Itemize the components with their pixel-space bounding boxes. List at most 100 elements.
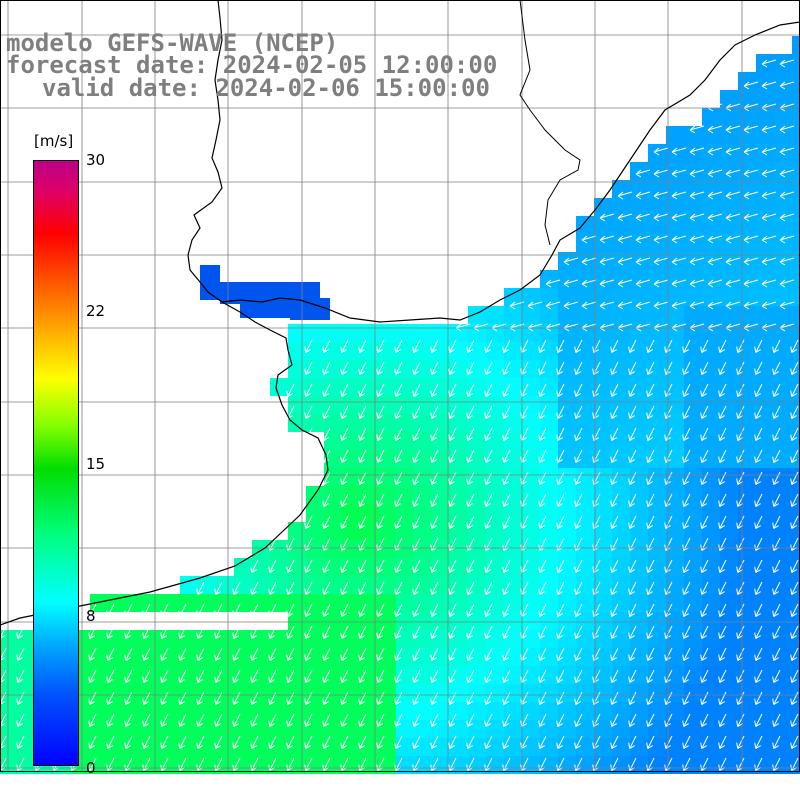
wind-cell bbox=[396, 414, 414, 432]
wind-arrow bbox=[412, 735, 421, 750]
wind-cell bbox=[684, 540, 702, 558]
wind-cell bbox=[342, 324, 360, 342]
wind-cell bbox=[720, 216, 738, 234]
wind-arrow bbox=[779, 213, 795, 222]
wind-cell bbox=[180, 576, 198, 594]
wind-cell bbox=[738, 630, 756, 648]
wind-cell bbox=[720, 198, 738, 216]
wind-cell bbox=[162, 738, 180, 756]
wind-cell bbox=[234, 576, 252, 594]
wind-arrow bbox=[142, 669, 151, 684]
wind-arrow bbox=[412, 383, 421, 398]
wind-cell bbox=[774, 126, 792, 144]
wind-cell bbox=[630, 396, 648, 414]
wind-cell bbox=[414, 414, 432, 432]
wind-cell bbox=[378, 576, 396, 594]
wind-arrow bbox=[430, 449, 439, 464]
wind-arrow bbox=[574, 625, 583, 640]
wind-arrow bbox=[646, 603, 655, 618]
wind-cell bbox=[522, 450, 540, 468]
wind-cell bbox=[576, 684, 594, 702]
wind-arrow bbox=[520, 713, 529, 728]
wind-cell bbox=[756, 72, 774, 90]
wind-cell bbox=[90, 738, 108, 756]
wind-arrow bbox=[682, 405, 691, 420]
wind-arrow bbox=[322, 515, 331, 530]
wind-arrow bbox=[394, 581, 403, 596]
wind-arrow bbox=[790, 669, 799, 684]
wind-cell bbox=[702, 702, 720, 720]
wind-cell bbox=[378, 396, 396, 414]
wind-cell bbox=[342, 522, 360, 540]
wind-arrow bbox=[538, 471, 547, 486]
wind-cell bbox=[774, 432, 792, 450]
wind-arrow bbox=[340, 603, 349, 618]
wind-cell bbox=[630, 270, 648, 288]
wind-cell bbox=[504, 324, 522, 342]
wind-arrow bbox=[743, 169, 759, 178]
wind-cell bbox=[108, 720, 126, 738]
wind-cell bbox=[378, 720, 396, 738]
wind-arrow bbox=[466, 405, 475, 420]
wind-cell bbox=[468, 648, 486, 666]
wind-arrow bbox=[761, 191, 777, 200]
wind-cell bbox=[180, 702, 198, 720]
wind-arrow bbox=[646, 383, 655, 398]
wind-cell bbox=[702, 396, 720, 414]
wind-arrow bbox=[250, 735, 259, 750]
wind-arrow bbox=[646, 691, 655, 706]
wind-cell bbox=[216, 630, 234, 648]
wind-arrow bbox=[394, 449, 403, 464]
wind-arrow bbox=[412, 405, 421, 420]
wind-arrow bbox=[376, 361, 385, 376]
wind-arrow bbox=[754, 735, 763, 750]
wind-cell bbox=[774, 684, 792, 702]
wind-cell bbox=[126, 702, 144, 720]
wind-arrow bbox=[682, 691, 691, 706]
wind-arrow bbox=[520, 405, 529, 420]
wind-arrow bbox=[448, 647, 457, 662]
wind-cell bbox=[198, 684, 216, 702]
wind-arrow bbox=[412, 427, 421, 442]
wind-arrow bbox=[340, 361, 349, 376]
wind-cell bbox=[324, 630, 342, 648]
coastline-path bbox=[0, 0, 329, 626]
wind-cell bbox=[396, 522, 414, 540]
wind-cell bbox=[558, 702, 576, 720]
wind-arrow bbox=[628, 691, 637, 706]
wind-cell bbox=[342, 504, 360, 522]
wind-cell bbox=[144, 738, 162, 756]
wind-arrow bbox=[232, 691, 241, 706]
wind-cell bbox=[450, 324, 468, 342]
wind-arrow bbox=[556, 559, 565, 574]
wind-cell bbox=[774, 216, 792, 234]
wind-arrow bbox=[484, 405, 493, 420]
wind-cell bbox=[486, 648, 504, 666]
wind-arrow bbox=[376, 339, 385, 354]
wind-cell bbox=[738, 450, 756, 468]
wind-arrow bbox=[563, 323, 579, 332]
wind-arrow bbox=[340, 471, 349, 486]
wind-arrow bbox=[376, 515, 385, 530]
wind-cell bbox=[612, 198, 630, 216]
wind-arrow bbox=[772, 493, 781, 508]
wind-cell bbox=[756, 198, 774, 216]
wind-arrow bbox=[743, 81, 759, 90]
wind-cell bbox=[594, 396, 612, 414]
wind-cell bbox=[648, 540, 666, 558]
wind-cell bbox=[666, 198, 684, 216]
wind-arrow bbox=[700, 713, 709, 728]
wind-arrow bbox=[779, 81, 795, 90]
wind-arrow bbox=[322, 361, 331, 376]
wind-cell bbox=[666, 288, 684, 306]
wind-arrow bbox=[772, 647, 781, 662]
wind-arrow bbox=[520, 559, 529, 574]
wind-arrow bbox=[574, 669, 583, 684]
wind-cell bbox=[612, 414, 630, 432]
wind-arrow bbox=[628, 339, 637, 354]
wind-arrow bbox=[484, 691, 493, 706]
wind-cell bbox=[306, 324, 324, 342]
wind-arrow bbox=[160, 713, 169, 728]
wind-cell bbox=[756, 576, 774, 594]
wind-cell bbox=[468, 324, 486, 342]
